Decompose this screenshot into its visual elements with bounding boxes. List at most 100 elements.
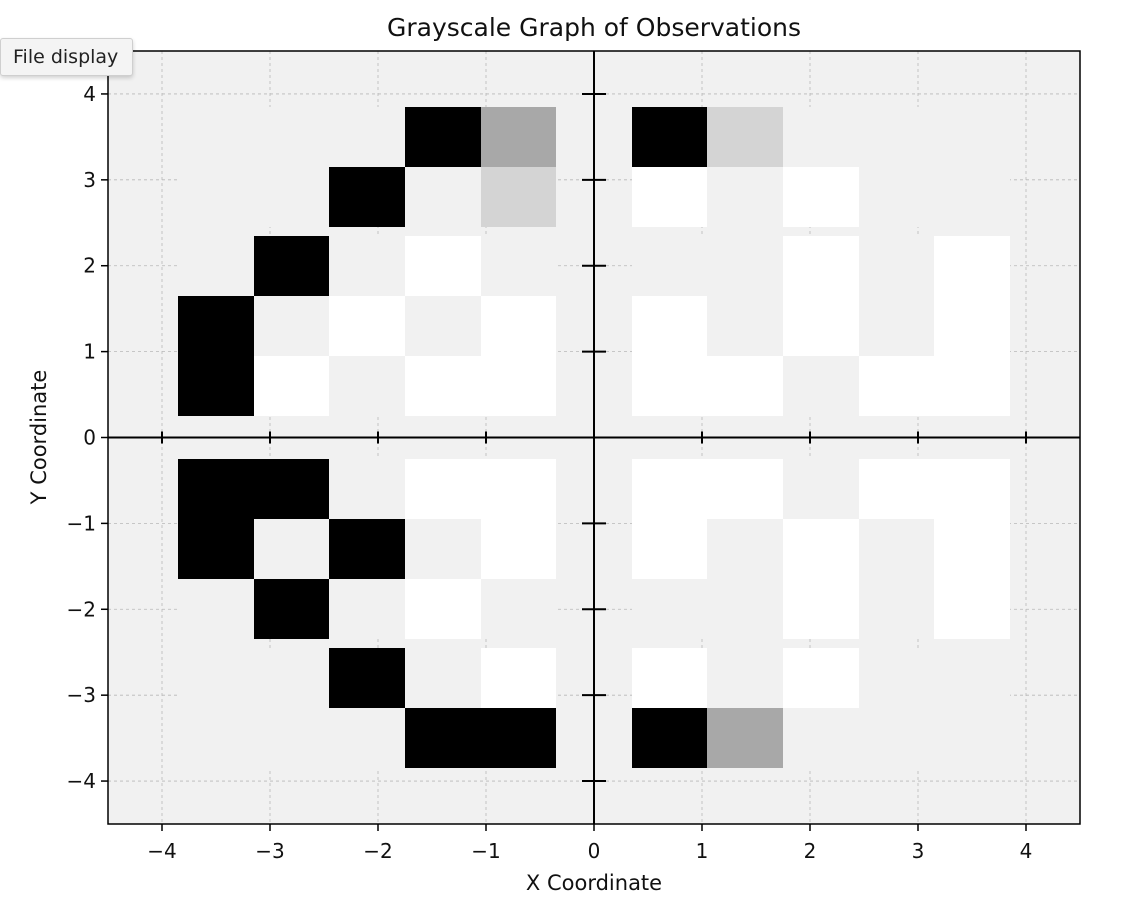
file-display-button[interactable]: File display <box>0 38 134 76</box>
y-tick-label: −4 <box>67 769 96 793</box>
heatmap-cell <box>254 459 329 519</box>
heatmap-cell <box>329 519 405 579</box>
heatmap-cell <box>405 648 481 708</box>
heatmap-cell <box>254 296 329 356</box>
heatmap-cell <box>783 167 859 227</box>
heatmap-cell <box>254 648 329 708</box>
heatmap-cell <box>481 459 556 519</box>
heatmap-cell <box>178 356 254 416</box>
heatmap-cell <box>481 236 556 296</box>
heatmap-cell <box>859 459 934 519</box>
heatmap-cell <box>329 579 405 639</box>
heatmap-cell <box>934 459 1010 519</box>
y-tick-label: 4 <box>83 82 96 106</box>
heatmap-cell <box>783 648 859 708</box>
heatmap-cell <box>859 296 934 356</box>
heatmap-cell <box>178 708 254 768</box>
heatmap-cell <box>632 519 707 579</box>
heatmap-cell <box>329 107 405 167</box>
heatmap-cell <box>481 519 556 579</box>
heatmap-cell <box>632 167 707 227</box>
heatmap-cell <box>934 519 1010 579</box>
heatmap-cell <box>254 708 329 768</box>
heatmap-cell <box>783 356 859 416</box>
heatmap-cell <box>329 459 405 519</box>
y-axis-label: Y Coordinate <box>27 370 51 506</box>
heatmap-cell <box>405 236 481 296</box>
heatmap-cell <box>934 356 1010 416</box>
heatmap-cell <box>178 167 254 227</box>
heatmap-cell <box>632 579 707 639</box>
heatmap-cell <box>707 236 783 296</box>
heatmap-cell <box>178 107 254 167</box>
heatmap-cell <box>254 107 329 167</box>
x-tick-label: −2 <box>363 839 392 863</box>
heatmap-cell <box>783 519 859 579</box>
heatmap-cell <box>481 167 556 227</box>
heatmap-cell <box>405 167 481 227</box>
heatmap-cell <box>481 648 556 708</box>
heatmap-cell <box>632 459 707 519</box>
heatmap-cell <box>254 519 329 579</box>
heatmap-cell <box>254 236 329 296</box>
heatmap-cell <box>707 167 783 227</box>
y-tick-label: 2 <box>83 254 96 278</box>
heatmap-cell <box>707 519 783 579</box>
x-tick-label: −1 <box>471 839 500 863</box>
heatmap-cell <box>859 579 934 639</box>
heatmap-cell <box>934 296 1010 356</box>
heatmap-cell <box>329 167 405 227</box>
heatmap-cell <box>707 579 783 639</box>
heatmap-cell <box>783 459 859 519</box>
heatmap-cell <box>405 296 481 356</box>
heatmap-cell <box>859 519 934 579</box>
heatmap-cell <box>934 648 1010 708</box>
heatmap-cell <box>859 648 934 708</box>
x-tick-label: 0 <box>588 839 601 863</box>
heatmap-cell <box>783 708 859 768</box>
heatmap-cell <box>405 579 481 639</box>
y-tick-label: 3 <box>83 168 96 192</box>
heatmap-cell <box>481 107 556 167</box>
x-tick-label: 3 <box>912 839 925 863</box>
heatmap-cell <box>859 236 934 296</box>
center-axes <box>108 51 1080 824</box>
y-tick-label: −2 <box>67 597 96 621</box>
heatmap-cell <box>178 459 254 519</box>
heatmap-cell <box>329 356 405 416</box>
heatmap-cell <box>178 236 254 296</box>
heatmap-cell <box>632 236 707 296</box>
heatmap-cell <box>254 167 329 227</box>
heatmap-cell <box>707 648 783 708</box>
x-tick-label: 1 <box>696 839 709 863</box>
heatmap-cell <box>632 708 707 768</box>
axis-ticks: −4 −3 −2 −1 0 1 2 3 4 −4 −3 −2 −1 0 1 2 3 4 <box>67 82 1033 863</box>
x-tick-label: 2 <box>804 839 817 863</box>
heatmap-cell <box>481 356 556 416</box>
heatmap-cell <box>254 356 329 416</box>
heatmap-cell <box>178 579 254 639</box>
y-tick-label: −1 <box>67 511 96 535</box>
heatmap-cell <box>783 107 859 167</box>
y-tick-label: 1 <box>83 340 96 364</box>
y-tick-label: −3 <box>67 683 96 707</box>
heatmap-cell <box>783 296 859 356</box>
heatmap-cell <box>859 708 934 768</box>
heatmap-cell <box>707 459 783 519</box>
y-tick-label: 0 <box>83 426 96 450</box>
heatmap-cell <box>707 356 783 416</box>
x-tick-label: −3 <box>255 839 284 863</box>
heatmap-cell <box>707 708 783 768</box>
heatmap-cell <box>481 296 556 356</box>
heatmap-cell <box>405 519 481 579</box>
heatmap-cell <box>405 708 481 768</box>
heatmap-cell <box>329 236 405 296</box>
heatmap-cell <box>405 459 481 519</box>
heatmap-cell <box>859 107 934 167</box>
heatmap-cell <box>934 236 1010 296</box>
heatmap-cell <box>934 167 1010 227</box>
heatmap-cell <box>329 708 405 768</box>
heatmap-cell <box>481 708 556 768</box>
heatmap-cell <box>481 579 556 639</box>
